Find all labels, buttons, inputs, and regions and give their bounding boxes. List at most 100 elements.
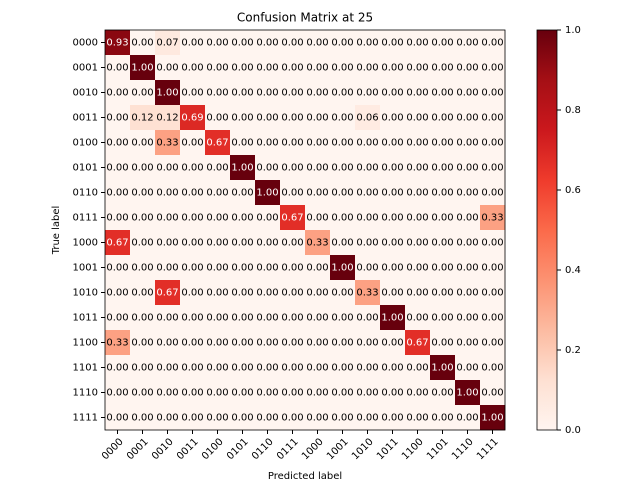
cell — [330, 55, 356, 81]
cell — [280, 55, 306, 81]
cell-label: 1.00 — [256, 188, 278, 199]
cell-label: 0.00 — [206, 413, 228, 424]
cell-label: 0.00 — [331, 338, 353, 349]
cell — [230, 80, 256, 106]
cell — [305, 55, 331, 81]
y-tick-label: 1001 — [73, 263, 98, 274]
cell — [355, 205, 381, 231]
cell-label: 0.00 — [256, 388, 278, 399]
cell-label: 0.00 — [456, 288, 478, 299]
cell — [105, 205, 131, 231]
cell — [180, 405, 206, 431]
cell — [280, 380, 306, 406]
cell-label: 0.00 — [106, 288, 128, 299]
y-tick-label: 0111 — [73, 213, 98, 224]
cell — [380, 55, 406, 81]
x-tick-label: 0101 — [225, 436, 251, 462]
x-tick-label: 0000 — [100, 436, 126, 462]
cell — [380, 255, 406, 281]
cell-label: 0.00 — [406, 413, 428, 424]
cell-label: 0.00 — [481, 388, 503, 399]
cell — [455, 155, 481, 181]
cell — [155, 105, 181, 131]
cell — [105, 405, 131, 431]
cell — [205, 180, 231, 206]
cell-label: 0.00 — [306, 63, 328, 74]
cell — [480, 330, 506, 356]
y-tick-label: 0000 — [73, 38, 98, 49]
cell — [280, 205, 306, 231]
cell — [455, 255, 481, 281]
cell-label: 0.00 — [331, 63, 353, 74]
x-tick-label: 1100 — [400, 436, 426, 462]
cell-label: 0.00 — [431, 188, 453, 199]
cell — [380, 155, 406, 181]
cell — [130, 55, 156, 81]
cell-label: 0.33 — [481, 213, 503, 224]
cell-label: 0.00 — [431, 263, 453, 274]
cell — [430, 55, 456, 81]
cell-label: 0.00 — [331, 363, 353, 374]
cell — [455, 330, 481, 356]
cell-label: 0.00 — [306, 288, 328, 299]
cell-label: 0.00 — [406, 38, 428, 49]
cell-label: 0.00 — [431, 313, 453, 324]
cell — [355, 180, 381, 206]
cell — [205, 105, 231, 131]
cell — [255, 355, 281, 381]
cell-label: 0.00 — [131, 88, 153, 99]
colorbar-tick-label: 1.0 — [565, 25, 581, 36]
cell-label: 0.00 — [381, 338, 403, 349]
cell — [230, 180, 256, 206]
cell-label: 0.00 — [381, 38, 403, 49]
cell — [130, 330, 156, 356]
cell-label: 0.00 — [431, 288, 453, 299]
cell — [380, 330, 406, 356]
cell — [180, 80, 206, 106]
cell — [330, 155, 356, 181]
cell-label: 0.00 — [431, 88, 453, 99]
x-axis-label: Predicted label — [268, 471, 342, 480]
cell-label: 0.00 — [356, 263, 378, 274]
cell — [280, 180, 306, 206]
cell-label: 0.00 — [331, 238, 353, 249]
cell-label: 1.00 — [456, 388, 478, 399]
cell-label: 0.00 — [206, 163, 228, 174]
cell-label: 0.00 — [181, 238, 203, 249]
cell-label: 0.00 — [156, 388, 178, 399]
cell-label: 0.33 — [106, 338, 128, 349]
cell-label: 0.00 — [281, 188, 303, 199]
y-tick-label: 1101 — [73, 363, 98, 374]
cell-label: 0.00 — [106, 413, 128, 424]
cell — [205, 380, 231, 406]
cell — [355, 105, 381, 131]
cell-label: 0.00 — [256, 413, 278, 424]
cell-label: 0.00 — [131, 388, 153, 399]
cell — [205, 355, 231, 381]
cell-label: 0.00 — [481, 113, 503, 124]
cell — [130, 205, 156, 231]
cell-label: 0.00 — [306, 213, 328, 224]
cell — [430, 130, 456, 156]
cell — [230, 30, 256, 56]
cell — [180, 180, 206, 206]
cell — [155, 280, 181, 306]
cell-label: 0.00 — [481, 338, 503, 349]
cell — [405, 330, 431, 356]
cell — [230, 305, 256, 331]
cell — [355, 280, 381, 306]
cell-label: 0.00 — [231, 313, 253, 324]
cell-label: 0.00 — [106, 88, 128, 99]
cell-label: 0.00 — [481, 263, 503, 274]
x-tick-label: 0001 — [125, 436, 151, 462]
cell — [105, 355, 131, 381]
cell-label: 0.00 — [181, 263, 203, 274]
cell-label: 0.00 — [406, 163, 428, 174]
cell — [355, 30, 381, 56]
x-tick-label: 1111 — [475, 436, 501, 462]
cell — [455, 380, 481, 406]
cell-label: 0.00 — [481, 188, 503, 199]
cell-label: 0.00 — [156, 188, 178, 199]
cell-label: 0.00 — [431, 113, 453, 124]
cell-label: 0.00 — [406, 263, 428, 274]
